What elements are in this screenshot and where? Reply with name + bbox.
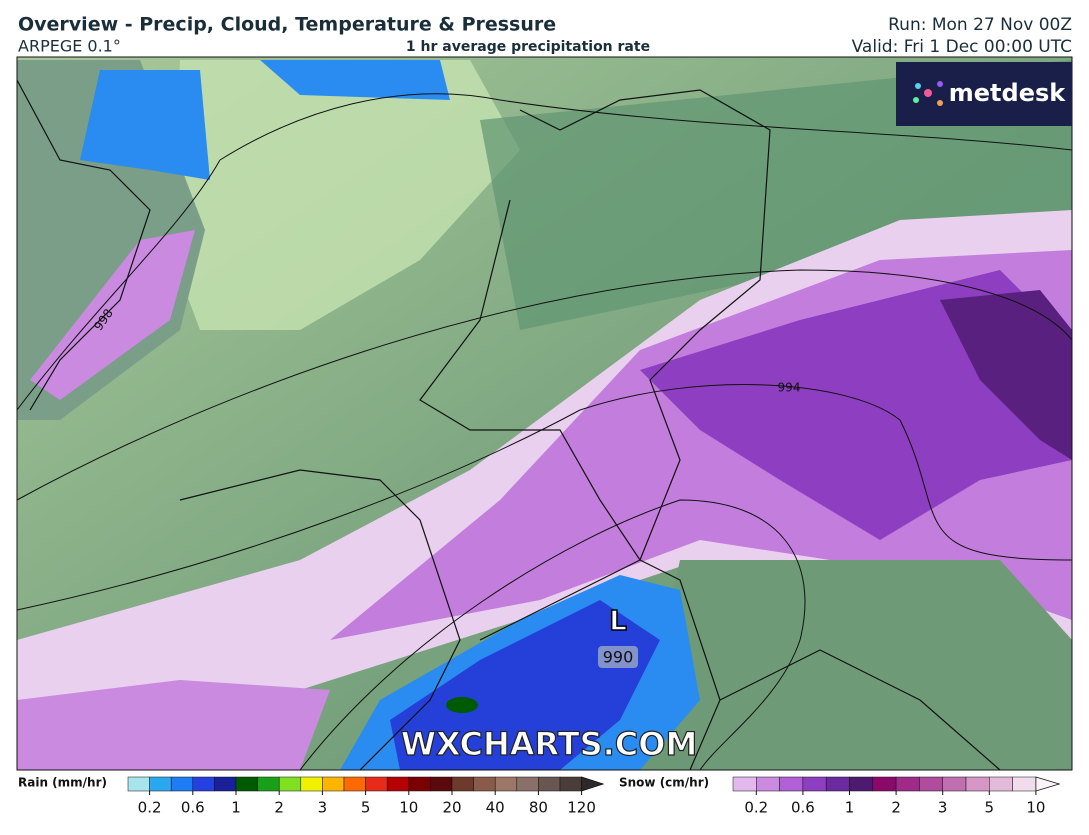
- snow-heaviest: [940, 290, 1072, 460]
- snow-swatch: [942, 776, 967, 792]
- clear-area: [170, 60, 520, 330]
- rain-tick-label: 0.6: [181, 799, 205, 817]
- snow-tick-label: 10: [1026, 799, 1045, 817]
- rain-swatch: [278, 776, 302, 792]
- snow-swatch: [1012, 776, 1037, 792]
- rain-swatch: [257, 776, 280, 792]
- borders: [17, 79, 1001, 770]
- snow-tick-label: 0.6: [791, 799, 815, 817]
- rain-swatch: [343, 776, 366, 792]
- rain-swatch: [494, 776, 518, 792]
- rain-swatch: [386, 776, 410, 792]
- rain-swatch: [300, 776, 323, 792]
- rain-swatch: [192, 776, 215, 792]
- rain-tick-label: 80: [529, 799, 548, 817]
- snow-swatch: [779, 776, 804, 792]
- snow-swatch: [895, 776, 920, 792]
- logo-icon: [913, 81, 943, 106]
- snow-swatch: [1035, 776, 1061, 792]
- rain-south-heavy: [390, 600, 660, 770]
- rain-tick-label: 2: [274, 799, 284, 817]
- rain-tick-label: 1: [231, 799, 241, 817]
- snow-tick-label: 5: [985, 799, 995, 817]
- snow-swatch: [872, 776, 897, 792]
- subtitle: 1 hr average precipitation rate: [406, 39, 650, 55]
- snow-tick-label: 2: [891, 799, 901, 817]
- valid: Valid: Fri 1 Dec 00:00 UTC: [852, 37, 1072, 57]
- low-pressure: 990: [603, 648, 634, 667]
- rain-swatch: [170, 776, 194, 792]
- snow-tick-label: 1: [845, 799, 855, 817]
- rain-swatch: [149, 776, 172, 792]
- snow-swatch: [989, 776, 1013, 792]
- isobars: [17, 93, 1072, 770]
- snow-swatch: [802, 776, 827, 792]
- rain-swatch: [451, 776, 474, 792]
- map-frame: [16, 56, 1073, 771]
- snow-tick-label: 3: [938, 799, 948, 817]
- snow-uk: [30, 230, 195, 400]
- snow-swatch: [849, 776, 874, 792]
- rain-swatch: [538, 776, 561, 792]
- snow-tick-label: 0.2: [744, 799, 768, 817]
- rain-swatch: [559, 776, 582, 792]
- model: ARPEGE 0.1°: [18, 37, 121, 56]
- rain-swatch: [322, 776, 345, 792]
- rain-swatch: [235, 776, 258, 792]
- snow-legend-label: Snow (cm/hr): [619, 776, 709, 790]
- snow-swatch: [732, 776, 757, 792]
- land-alps: [650, 560, 1072, 770]
- map: [17, 57, 1072, 770]
- watermark: WXCHARTS.COM: [401, 725, 698, 763]
- low-box: [598, 646, 638, 668]
- snow-swatch: [919, 776, 943, 792]
- rain-swatch: [516, 776, 539, 792]
- rain-north: [80, 70, 210, 180]
- rain-swatch: [581, 776, 605, 792]
- rain-tick-label: 40: [486, 799, 505, 817]
- rain-legend-label: Rain (mm/hr): [18, 776, 107, 790]
- rain-tick-label: 0.2: [138, 799, 162, 817]
- snow-swatch: [756, 776, 780, 792]
- rain-swatch: [127, 776, 150, 792]
- rain-swatch: [365, 776, 388, 792]
- snow-sw: [17, 680, 330, 770]
- run: Run: Mon 27 Nov 00Z: [888, 15, 1072, 35]
- rain-swatch: [408, 776, 431, 792]
- snow-swatch: [825, 776, 850, 792]
- rain-tick-label: 120: [567, 799, 596, 817]
- snow-swatch: [965, 776, 990, 792]
- logo: metdesk: [949, 79, 1067, 107]
- low-marker: L: [609, 604, 627, 637]
- isobar-label: 994: [778, 381, 801, 395]
- cloud-area: [480, 60, 1072, 330]
- rain-tick-label: 20: [442, 799, 461, 817]
- rain-tick-label: 10: [399, 799, 418, 817]
- rain-tick-label: 3: [318, 799, 328, 817]
- rain-north2: [260, 60, 450, 100]
- rain-swatch: [214, 776, 237, 792]
- rain-swatch: [473, 776, 496, 792]
- rain-swatch: [430, 776, 453, 792]
- rain-core: [446, 697, 478, 713]
- title: Overview - Precip, Cloud, Temperature & …: [18, 14, 556, 36]
- rain-tick-label: 5: [361, 799, 371, 817]
